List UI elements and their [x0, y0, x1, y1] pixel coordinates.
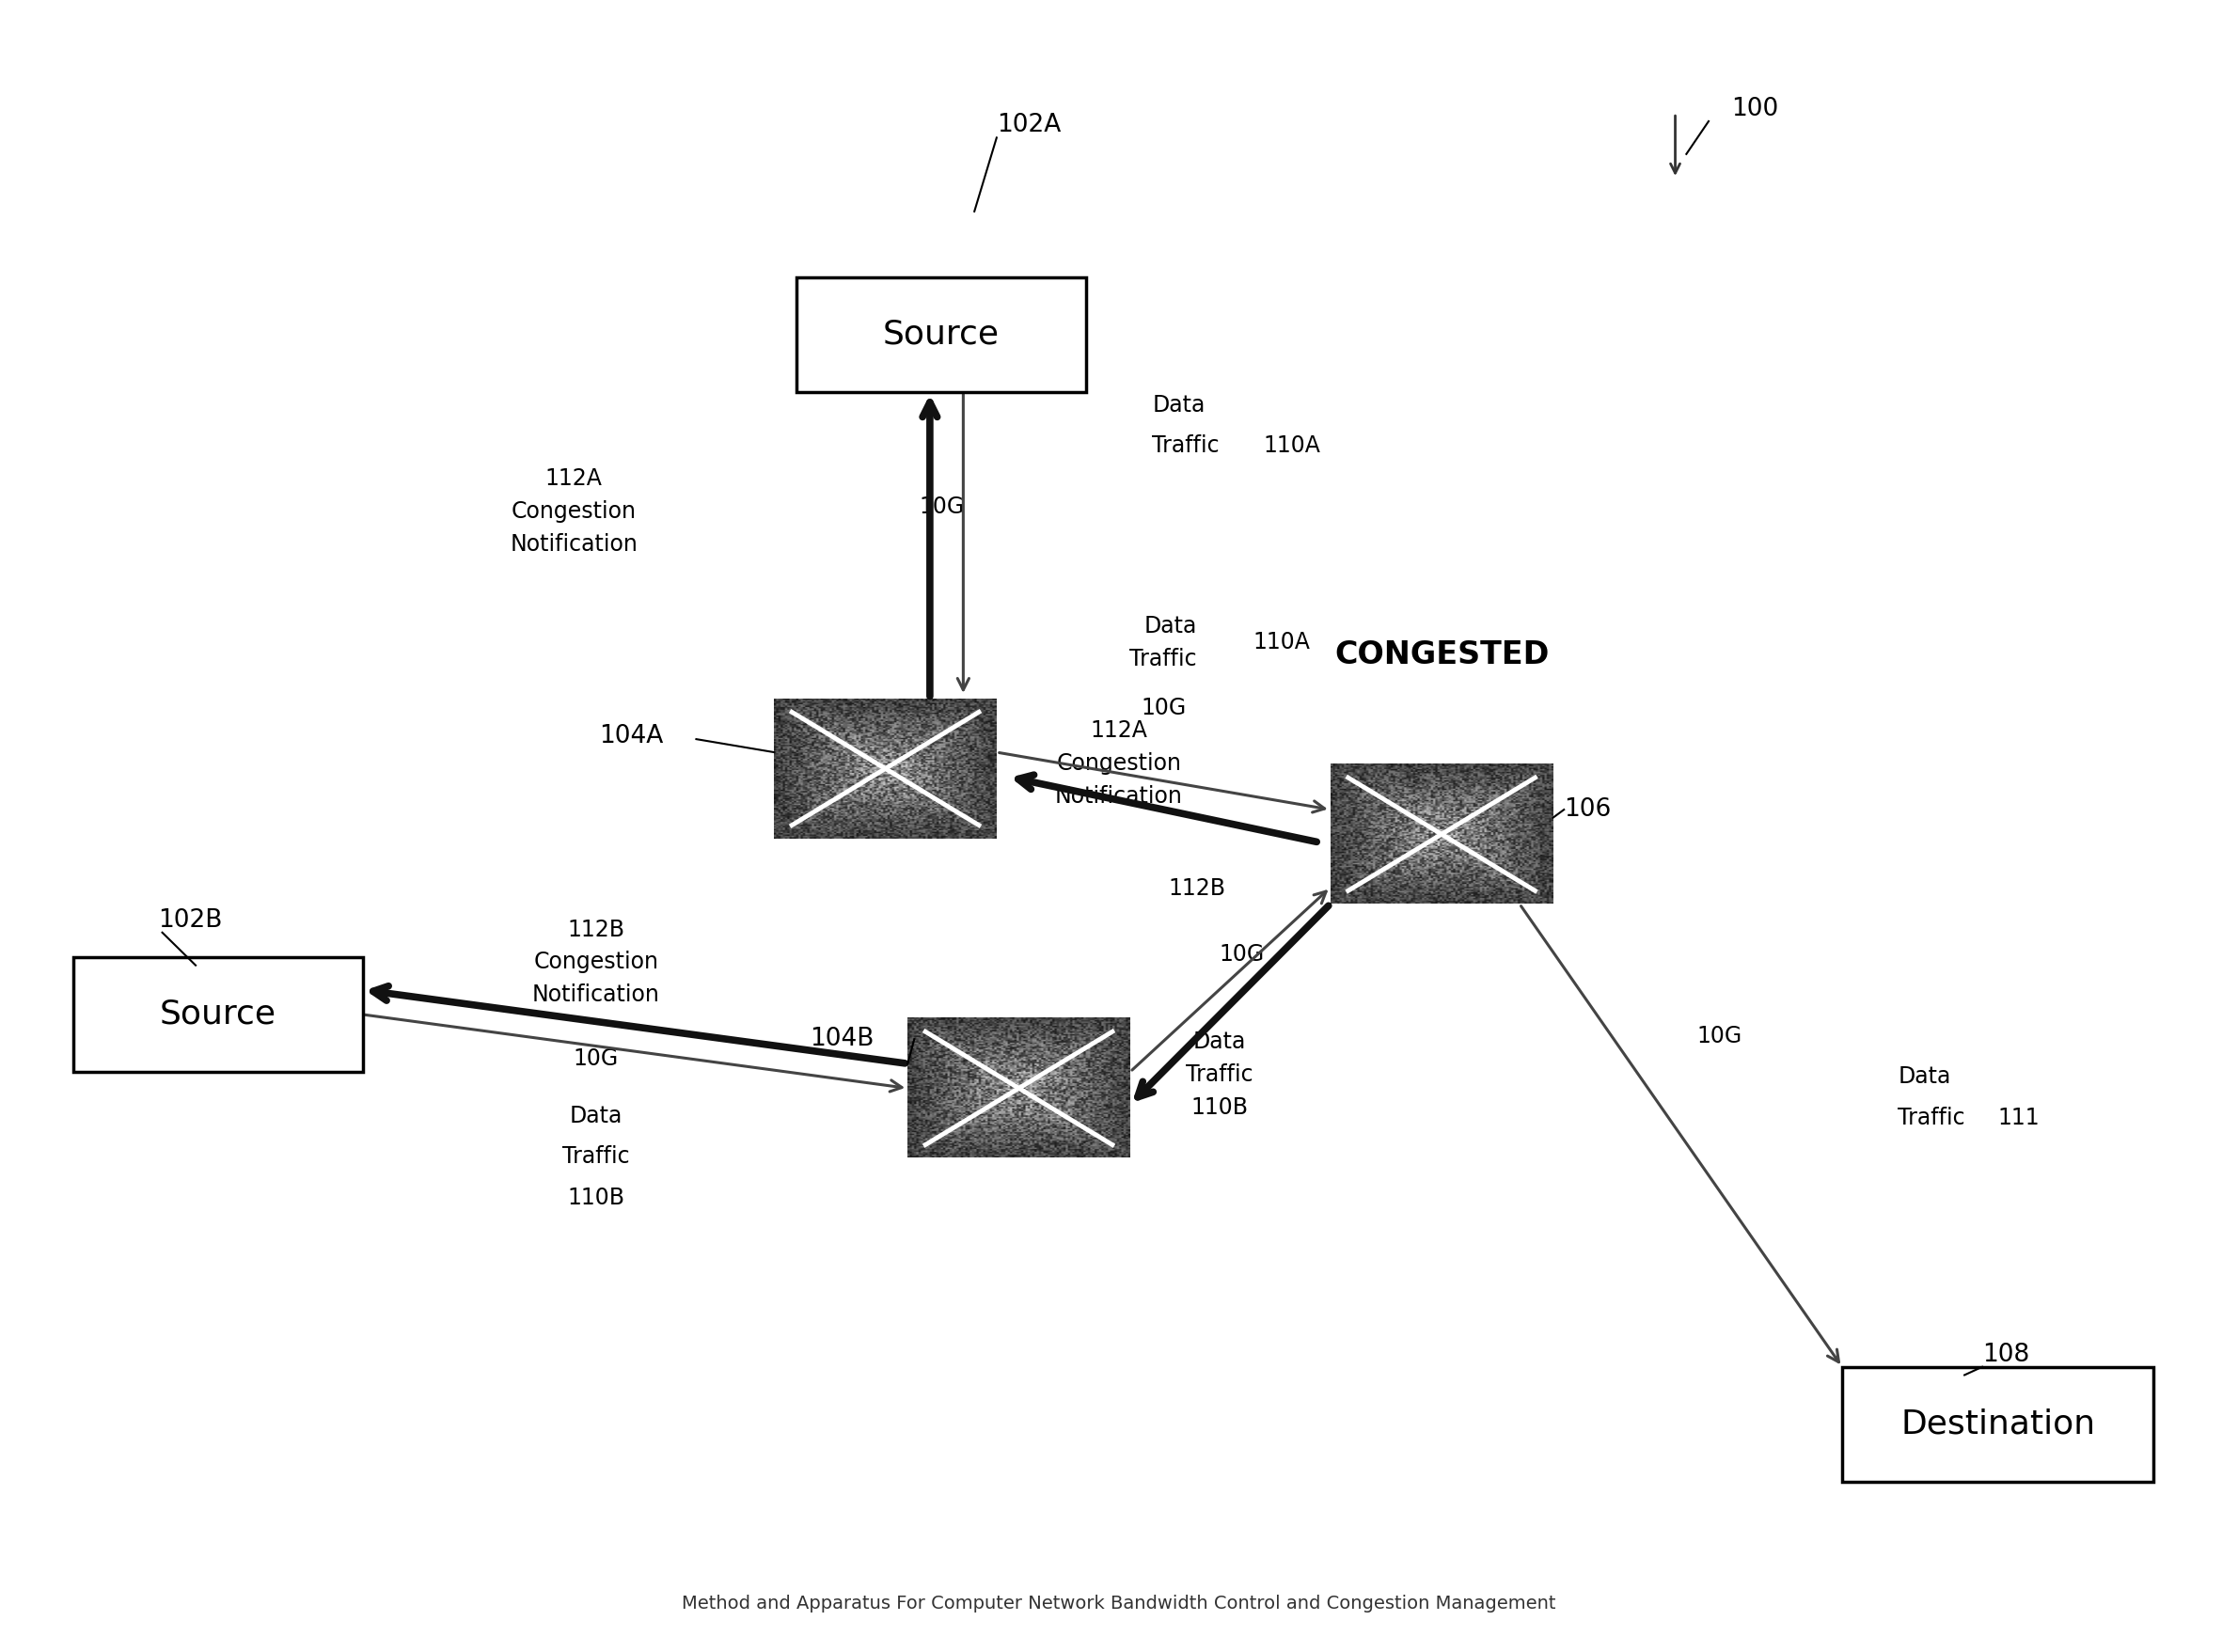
- Text: 100: 100: [1730, 97, 1779, 121]
- Text: 104B: 104B: [810, 1028, 875, 1051]
- Text: Method and Apparatus For Computer Network Bandwidth Control and Congestion Manag: Method and Apparatus For Computer Networ…: [683, 1594, 1555, 1612]
- Text: Traffic: Traffic: [1898, 1107, 1965, 1130]
- Text: 110B: 110B: [1191, 1097, 1249, 1118]
- Text: Data: Data: [1898, 1066, 1952, 1089]
- Text: Notification: Notification: [1054, 785, 1184, 808]
- Text: 110A: 110A: [1264, 434, 1320, 458]
- Text: 110B: 110B: [568, 1186, 624, 1209]
- Text: Data: Data: [1144, 615, 1197, 638]
- Text: 10G: 10G: [920, 496, 965, 517]
- Text: Data: Data: [1193, 1031, 1247, 1054]
- Text: Congestion: Congestion: [510, 501, 636, 522]
- Text: 10G: 10G: [1141, 697, 1186, 720]
- Text: Notification: Notification: [510, 534, 638, 555]
- Text: Traffic: Traffic: [1153, 434, 1220, 458]
- FancyBboxPatch shape: [797, 278, 1085, 392]
- Text: Traffic: Traffic: [1186, 1064, 1253, 1087]
- Text: Data: Data: [571, 1105, 622, 1127]
- Text: CONGESTED: CONGESTED: [1334, 639, 1549, 671]
- Text: Traffic: Traffic: [1130, 648, 1197, 671]
- Text: 112A: 112A: [546, 468, 602, 491]
- Text: 112B: 112B: [568, 919, 624, 940]
- Text: 112B: 112B: [1168, 877, 1226, 900]
- Text: Notification: Notification: [533, 983, 660, 1006]
- Text: Source: Source: [159, 998, 275, 1031]
- Text: Congestion: Congestion: [533, 952, 658, 973]
- Text: 111: 111: [1999, 1107, 2039, 1130]
- FancyBboxPatch shape: [1842, 1366, 2153, 1482]
- Text: 10G: 10G: [1220, 943, 1264, 965]
- Text: Source: Source: [882, 319, 1000, 350]
- Text: 106: 106: [1564, 798, 1611, 821]
- Text: Congestion: Congestion: [1056, 752, 1182, 775]
- Text: Traffic: Traffic: [562, 1145, 629, 1168]
- Text: 110A: 110A: [1253, 631, 1309, 654]
- Text: Data: Data: [1153, 393, 1206, 416]
- Text: 104A: 104A: [600, 724, 662, 748]
- Text: 102B: 102B: [159, 909, 222, 932]
- Text: 112A: 112A: [1090, 720, 1148, 742]
- Text: 108: 108: [1983, 1343, 2030, 1366]
- Text: 10G: 10G: [573, 1047, 620, 1070]
- Text: 10G: 10G: [1696, 1024, 1743, 1047]
- FancyBboxPatch shape: [74, 957, 363, 1072]
- Text: 102A: 102A: [996, 114, 1061, 137]
- Text: Destination: Destination: [1900, 1408, 2095, 1441]
